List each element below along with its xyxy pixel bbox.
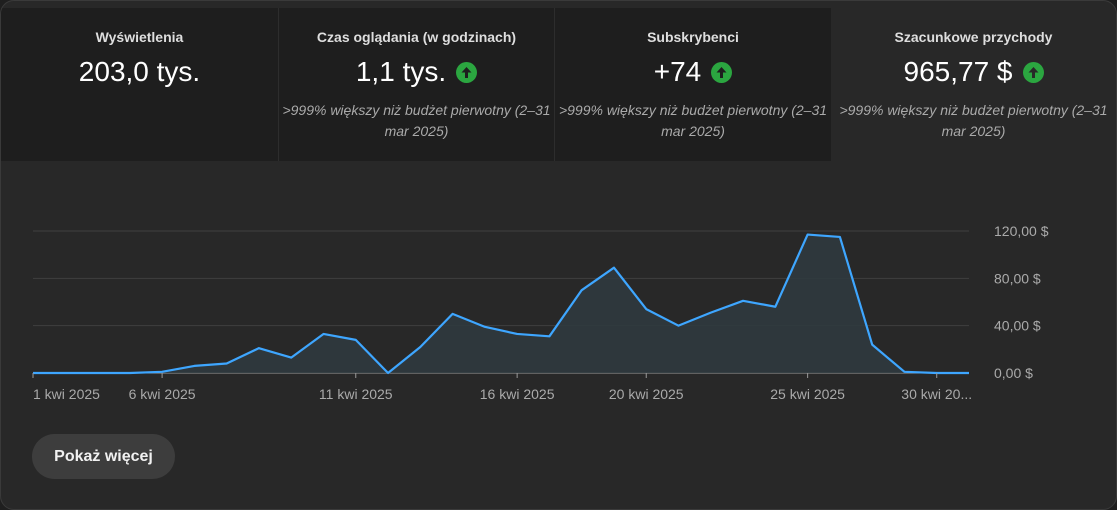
x-tick-label: 16 kwi 2025	[480, 386, 555, 402]
metric-note: >999% większy niż budżet pierwotny (2–31…	[839, 102, 1108, 139]
data-point[interactable]	[579, 287, 585, 293]
data-point[interactable]	[643, 306, 649, 312]
data-point[interactable]	[95, 370, 101, 376]
show-more-button[interactable]: Pokaż więcej	[32, 434, 175, 479]
data-point[interactable]	[417, 344, 423, 350]
data-point[interactable]	[546, 333, 552, 339]
x-tick-label: 25 kwi 2025	[770, 386, 845, 402]
data-point[interactable]	[224, 361, 230, 367]
metric-value-wrap: 965,77 $	[831, 54, 1116, 90]
metric-subscribers[interactable]: Subskrybenci +74 >999% większy niż budże…	[554, 8, 831, 161]
metric-value: 203,0 tys.	[78, 56, 201, 87]
x-tick-label: 1 kwi 2025	[33, 386, 100, 402]
metric-watch-time[interactable]: Czas oglądania (w godzinach) 1,1 tys. >9…	[278, 8, 554, 161]
data-point[interactable]	[288, 355, 294, 361]
data-point[interactable]	[966, 370, 972, 376]
series-line[interactable]	[33, 233, 969, 375]
up-arrow-icon	[1022, 61, 1044, 83]
data-point[interactable]	[514, 331, 520, 337]
revenue-chart: 0,00 $ 40,00 $ 80,00 $ 120,00 $ 1 kwi 2025 6 …	[1, 201, 1116, 421]
metrics-row: Wyświetlenia 203,0 tys. Czas oglądania (…	[1, 1, 1116, 161]
y-tick-label: 0,00 $	[994, 365, 1033, 381]
metric-value: 965,77 $	[903, 56, 1013, 87]
x-tick-label: 11 kwi 2025	[319, 386, 393, 402]
data-point[interactable]	[772, 304, 778, 310]
data-point[interactable]	[740, 298, 746, 304]
x-tick-label: 6 kwi 2025	[129, 386, 196, 402]
metric-label: Subskrybenci	[647, 29, 739, 45]
y-tick-label: 80,00 $	[994, 270, 1041, 286]
metric-views[interactable]: Wyświetlenia 203,0 tys.	[1, 8, 278, 161]
data-point[interactable]	[450, 311, 456, 317]
metric-label: Wyświetlenia	[95, 29, 184, 45]
metric-revenue[interactable]: Szacunkowe przychody 965,77 $ >999% więk…	[831, 8, 1116, 161]
data-point[interactable]	[901, 369, 907, 375]
metric-value: +74	[653, 56, 702, 87]
data-point[interactable]	[353, 337, 359, 343]
metric-label: Czas oglądania (w godzinach)	[316, 29, 517, 45]
series-area	[33, 234, 969, 373]
metric-note: >999% większy niż budżet pierwotny (2–31…	[282, 102, 551, 139]
data-point[interactable]	[385, 370, 391, 376]
data-point[interactable]	[837, 234, 843, 240]
data-point[interactable]	[320, 331, 326, 337]
up-arrow-icon	[456, 61, 478, 83]
x-tick-label: 20 kwi 2025	[609, 386, 684, 402]
data-point[interactable]	[62, 370, 68, 376]
chart-svg: 0,00 $ 40,00 $ 80,00 $ 120,00 $ 1 kwi 2025 6 …	[32, 223, 1049, 402]
metric-value-wrap: 203,0 tys.	[1, 54, 278, 90]
data-point[interactable]	[708, 310, 714, 316]
data-point[interactable]	[676, 323, 682, 329]
metric-value: 1,1 tys.	[355, 56, 447, 87]
metric-value-wrap: +74	[555, 54, 831, 90]
up-arrow-icon	[711, 61, 733, 83]
data-point[interactable]	[191, 363, 197, 369]
data-point[interactable]	[805, 232, 811, 238]
x-tick-label: 30 kwi 20...	[901, 386, 972, 402]
data-point[interactable]	[256, 345, 262, 351]
metric-value-wrap: 1,1 tys.	[279, 54, 554, 90]
data-point[interactable]	[127, 370, 133, 376]
data-point[interactable]	[869, 342, 875, 348]
metric-label: Szacunkowe przychody	[894, 29, 1053, 45]
y-tick-label: 120,00 $	[994, 223, 1049, 239]
data-point[interactable]	[482, 324, 488, 330]
data-point[interactable]	[611, 265, 617, 271]
y-tick-label: 40,00 $	[994, 318, 1041, 334]
metric-note: >999% większy niż budżet pierwotny (2–31…	[558, 102, 828, 139]
